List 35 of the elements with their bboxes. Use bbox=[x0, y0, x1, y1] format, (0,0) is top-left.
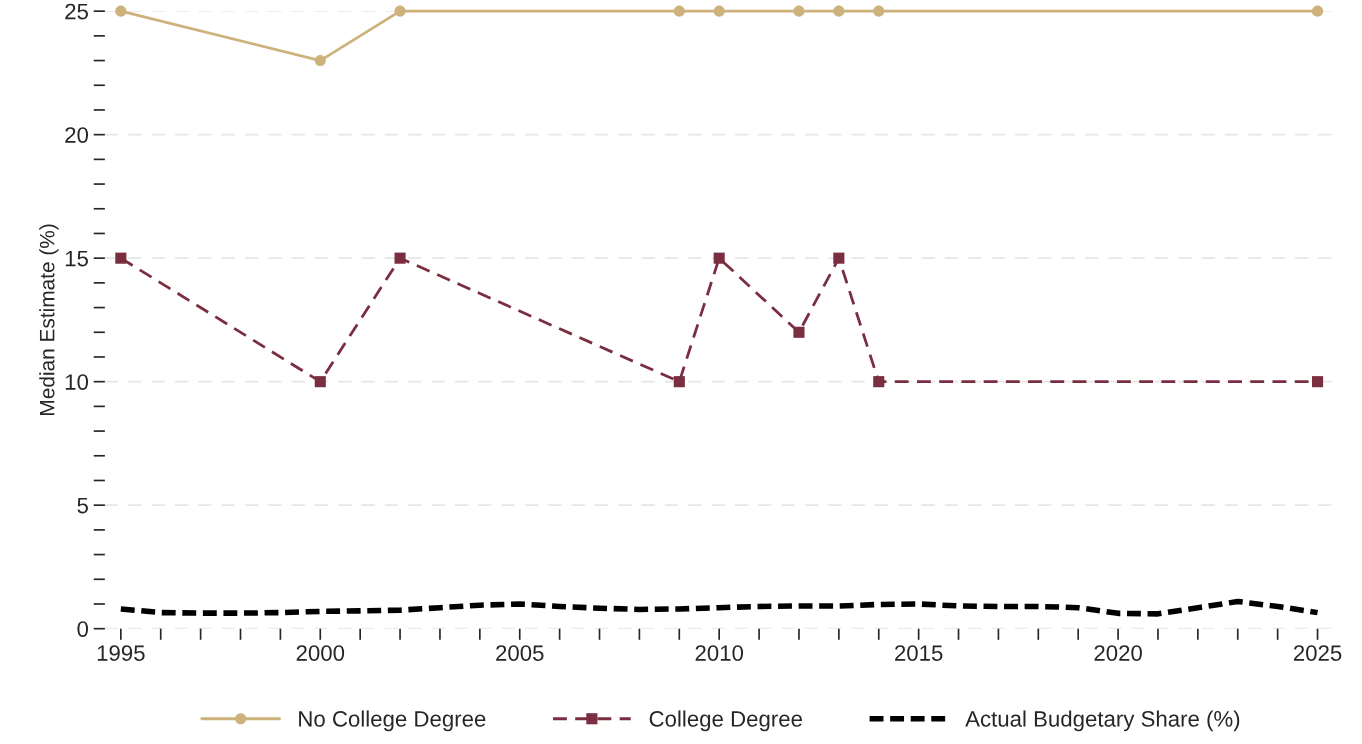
legend-label: Actual Budgetary Share (%) bbox=[965, 710, 1240, 732]
x-tick-label: 2010 bbox=[695, 645, 744, 661]
y-tick-label: 25 bbox=[65, 3, 88, 20]
point bbox=[793, 326, 805, 338]
x-tick-label: 2005 bbox=[496, 645, 544, 661]
y-tick-label: 20 bbox=[65, 127, 89, 143]
legend-label: No College Degree bbox=[299, 710, 486, 732]
point bbox=[873, 376, 885, 388]
y-axis-title: Median Estimate (%) bbox=[39, 224, 59, 415]
x-tick-label: 1995 bbox=[97, 645, 145, 661]
x-tick-label: 2000 bbox=[296, 645, 345, 661]
point bbox=[394, 252, 406, 264]
y-tick-label: 15 bbox=[65, 250, 88, 267]
point bbox=[314, 376, 326, 388]
y-tick-label: 0 bbox=[77, 621, 89, 637]
point bbox=[673, 5, 685, 17]
point bbox=[793, 5, 805, 17]
point bbox=[314, 55, 326, 67]
point bbox=[833, 5, 845, 17]
x-tick-label: 2025 bbox=[1293, 645, 1342, 661]
y-tick-label: 10 bbox=[65, 374, 89, 390]
point bbox=[713, 252, 725, 264]
point bbox=[115, 252, 127, 264]
point bbox=[394, 5, 406, 17]
x-tick-label: 2020 bbox=[1094, 645, 1142, 661]
point bbox=[833, 252, 845, 264]
x-tick-label: 2015 bbox=[895, 645, 943, 661]
point bbox=[873, 5, 885, 17]
point bbox=[673, 376, 685, 388]
point bbox=[1311, 5, 1324, 17]
point bbox=[1311, 376, 1324, 388]
point bbox=[713, 5, 725, 17]
y-tick-label: 5 bbox=[77, 497, 88, 514]
point bbox=[115, 5, 127, 17]
legend-label: College Degree bbox=[649, 710, 802, 732]
